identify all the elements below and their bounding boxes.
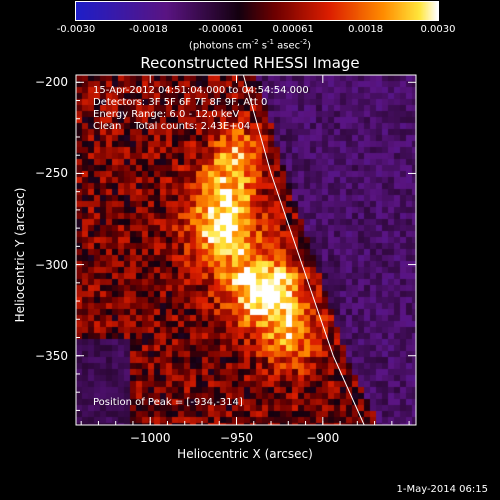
colorbar-tick-label: 0.00061 xyxy=(272,24,314,35)
footer-timestamp: 1-May-2014 06:15 xyxy=(396,484,488,495)
info-detectors: Detectors: 3F 5F 6F 7F 8F 9F, Att 0 xyxy=(93,97,268,108)
info-time-range: 15-Apr-2012 04:51:04.000 to 04:54:54.000 xyxy=(93,85,309,96)
info-clean-counts: Clean Total counts: 2.43E+04 xyxy=(93,121,251,132)
x-tick-label: −900 xyxy=(306,431,340,445)
x-tick-label: −950 xyxy=(220,431,253,445)
colorbar-frame xyxy=(75,1,439,21)
chart-title: Reconstructed RHESSI Image xyxy=(140,54,360,72)
x-tick-label: −1000 xyxy=(129,431,171,445)
colorbar-gradient xyxy=(76,2,438,20)
colorbar-tick-label: -0.0030 xyxy=(56,24,96,35)
colorbar-tick-label: -0.00061 xyxy=(198,24,244,35)
colorbar-tick-label: -0.0018 xyxy=(129,24,168,35)
colorbar-tick-label: 0.0030 xyxy=(420,24,456,35)
y-tick-label: −300 xyxy=(35,257,68,272)
colorbar-tick-label: 0.0018 xyxy=(348,24,384,35)
y-tick-label: −350 xyxy=(35,348,68,363)
info-energy-range: Energy Range: 6.0 - 12.0 keV xyxy=(93,109,240,120)
x-axis-label: Heliocentric X (arcsec) xyxy=(177,447,313,461)
y-axis-label: Heliocentric Y (arcsec) xyxy=(13,187,27,323)
info-peak-position: Position of Peak = [-934,-314] xyxy=(93,397,243,408)
y-tick-label: −200 xyxy=(35,75,68,90)
colorbar-unit-label: (photons cm-2 s-1 asec-2) xyxy=(188,38,312,52)
y-tick-label: −250 xyxy=(35,166,68,181)
